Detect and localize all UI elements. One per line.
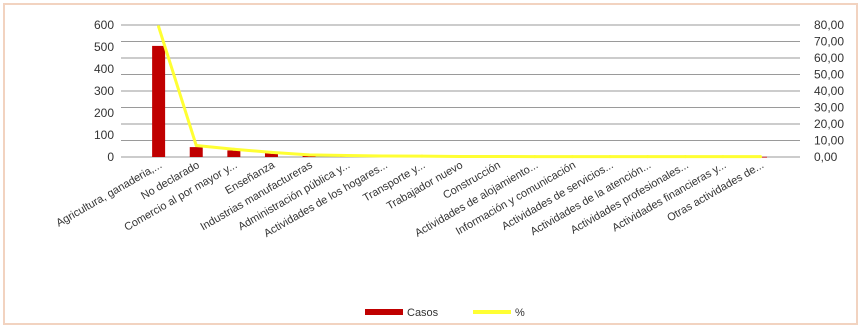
line-percent	[157, 26, 761, 159]
right-axis-ticks: 0,00 10,00 20,00 30,00 40,00 50,00 60,00 70,00 8…	[814, 18, 844, 164]
point-percent	[307, 153, 311, 157]
point-percent	[420, 154, 424, 158]
point-percent	[495, 155, 499, 159]
right-tick-label: 10,00	[814, 134, 844, 148]
point-percent	[157, 25, 161, 29]
left-tick-label: 300	[94, 84, 114, 98]
left-tick-label: 400	[94, 62, 114, 76]
right-tick-label: 50,00	[814, 68, 844, 82]
bar-casos	[152, 45, 166, 157]
point-percent	[458, 155, 462, 159]
left-tick-label: 600	[94, 18, 114, 32]
right-tick-label: 40,00	[814, 84, 844, 98]
point-percent	[570, 155, 574, 159]
bar-casos	[189, 147, 203, 157]
right-tick-label: 0,00	[814, 150, 838, 164]
point-percent	[683, 155, 687, 159]
point-percent	[646, 155, 650, 159]
point-percent	[194, 143, 198, 147]
right-tick-label: 20,00	[814, 117, 844, 131]
point-percent	[345, 154, 349, 158]
left-tick-label: 200	[94, 106, 114, 120]
bar-casos	[227, 150, 241, 157]
point-percent	[382, 154, 386, 158]
left-tick-label: 0	[107, 150, 114, 164]
point-percent	[533, 155, 537, 159]
bar-casos	[264, 153, 278, 157]
category-labels: Agricultura, ganaderia,...No declaradoCo…	[54, 159, 766, 240]
left-tick-label: 500	[94, 40, 114, 54]
right-tick-label: 70,00	[814, 35, 844, 49]
left-axis-ticks: 0 100 200 300 400 500 600	[94, 18, 114, 164]
point-percent	[721, 155, 725, 159]
legend-label-casos: Casos	[407, 307, 439, 319]
point-percent	[232, 147, 236, 151]
left-tick-label: 100	[94, 128, 114, 142]
line-series-percent	[157, 25, 763, 159]
point-percent	[269, 150, 273, 154]
right-tick-label: 60,00	[814, 51, 844, 65]
legend-swatch-percent	[473, 310, 511, 314]
gridlines	[121, 24, 800, 158]
right-tick-label: 30,00	[814, 101, 844, 115]
legend: Casos %	[365, 307, 525, 319]
chart-frame	[3, 3, 858, 325]
point-percent	[759, 155, 763, 159]
point-percent	[608, 155, 612, 159]
right-tick-label: 80,00	[814, 18, 844, 32]
legend-label-percent: %	[515, 307, 525, 319]
legend-swatch-casos	[365, 309, 403, 315]
